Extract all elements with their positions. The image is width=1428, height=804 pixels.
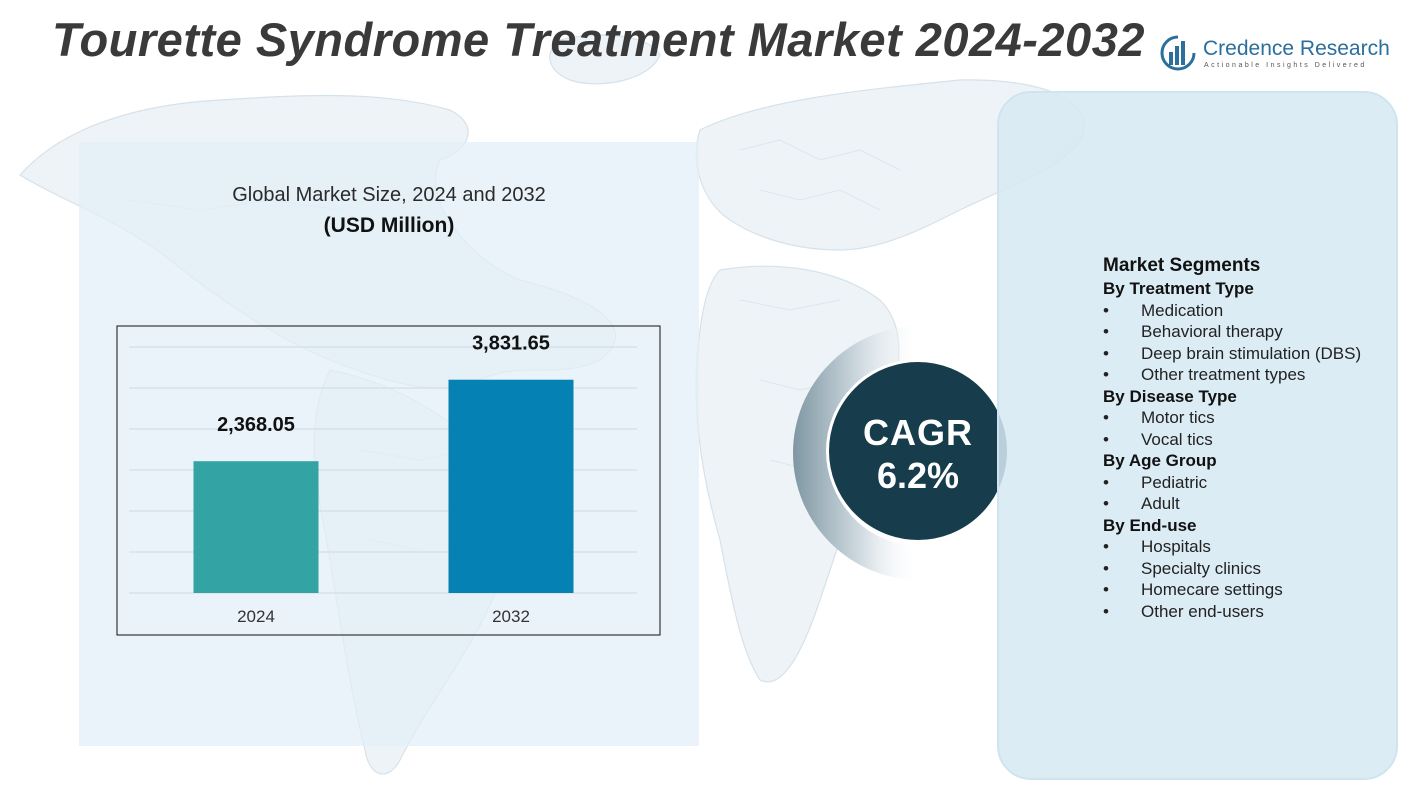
segment-item-label: Medication [1141,300,1224,320]
segment-item: • Adult [1103,493,1403,515]
chart-title: Global Market Size, 2024 and 2032 [232,184,546,206]
category-label: 2032 [492,607,530,626]
credence-logo-icon [1160,35,1196,71]
bullet-icon: • [1103,494,1109,513]
logo-name-part2: Research [1299,37,1390,60]
segment-item: • Deep brain stimulation (DBS) [1103,343,1403,365]
bullet-icon: • [1103,343,1109,363]
segment-item-label: Behavioral therapy [1141,322,1283,341]
bullet-icon: • [1103,601,1109,621]
segment-item: • Homecare settings [1103,579,1403,601]
segment-item-label: Other end-users [1141,601,1264,621]
cagr-badge: CAGR 6.2% [826,359,1010,543]
segment-item: • Hospitals [1103,536,1403,558]
segment-item: • Motor tics [1103,407,1403,429]
segment-item-label: Pediatric [1141,472,1208,492]
logo-name-part1: Credence [1203,37,1295,60]
segment-item: • Other treatment types [1103,364,1403,386]
segment-item-label: Homecare settings [1141,580,1283,599]
segment-item: • Behavioral therapy [1103,321,1403,343]
cagr-ring [793,326,920,580]
cagr-label: CAGR [863,412,973,453]
segment-group-title: By Treatment Type [1103,279,1254,298]
bullet-icon: • [1103,408,1109,427]
segment-group-title: By Age Group [1103,451,1217,470]
bar-2032 [448,379,574,593]
bar-2024 [193,461,319,593]
plot-frame [116,325,661,636]
bullet-icon: • [1103,365,1109,384]
segment-item-label: Motor tics [1141,408,1215,427]
segment-item: • Vocal tics [1103,429,1403,451]
bullet-icon: • [1103,558,1109,578]
segments-heading: Market Segments [1103,255,1261,276]
logo-tagline: Actionable Insights Delivered [1204,62,1367,69]
segment-item-label: Hospitals [1141,537,1211,556]
bar-chart: 2,368.05 2024 3,831.65 2032 [116,325,661,636]
bullet-icon: • [1103,537,1109,556]
segment-group-title: By Disease Type [1103,386,1237,406]
bullet-icon: • [1103,429,1109,449]
segment-item: • Medication [1103,300,1403,322]
segment-item-label: Vocal tics [1141,429,1213,449]
segment-item: • Specialty clinics [1103,558,1403,580]
bullet-icon: • [1103,300,1109,320]
segments-panel [997,91,1398,780]
segment-item-label: Other treatment types [1141,365,1306,384]
bullet-icon: • [1103,580,1109,599]
segment-item-label: Adult [1141,494,1180,513]
segment-item-label: Specialty clinics [1141,558,1261,578]
data-label: 3,831.65 [472,333,550,355]
bullet-icon: • [1103,322,1109,341]
segment-item: • Pediatric [1103,472,1403,494]
segment-group-title: By End-use [1103,515,1197,535]
bullet-icon: • [1103,472,1109,492]
chart-panel: Global Market Size, 2024 and 2032 (USD M… [79,142,699,746]
cagr-value: 6.2% [876,455,960,496]
logo-name: Credence Research [1203,37,1390,61]
segment-item-label: Deep brain stimulation (DBS) [1141,343,1362,363]
page-title: Tourette Syndrome Treatment Market 2024-… [52,13,1145,66]
data-label: 2,368.05 [217,414,295,436]
credence-logo: Credence Research Actionable Insights De… [1160,34,1400,74]
chart-unit: (USD Million) [323,214,455,237]
category-label: 2024 [237,607,275,626]
segment-item: • Other end-users [1103,601,1403,623]
market-segments-list: Market Segments By Treatment Type • Medica… [1103,254,1403,622]
